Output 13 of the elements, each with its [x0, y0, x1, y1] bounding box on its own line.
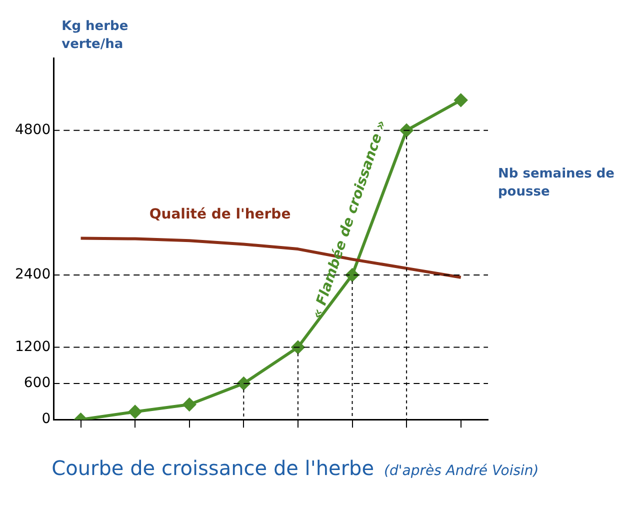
- y-tick-label: 0: [42, 411, 51, 428]
- y-tick-label: 4800: [14, 122, 51, 138]
- text: Nb semaines de pousse: [498, 166, 615, 200]
- series-label: Qualité de l'herbe: [149, 206, 291, 223]
- text: (d'après André Voisin): [384, 463, 539, 479]
- y-axis-title: Kg herbe verte/ha: [62, 19, 128, 52]
- y-tick-label: 600: [24, 375, 51, 392]
- point: [128, 405, 142, 418]
- point: [454, 94, 468, 107]
- point: [182, 398, 196, 412]
- y-tick-label: 2400: [14, 266, 51, 283]
- y-tick-label: 1200: [14, 338, 51, 355]
- text: Courbe de croissance de l'herbe: [52, 456, 374, 480]
